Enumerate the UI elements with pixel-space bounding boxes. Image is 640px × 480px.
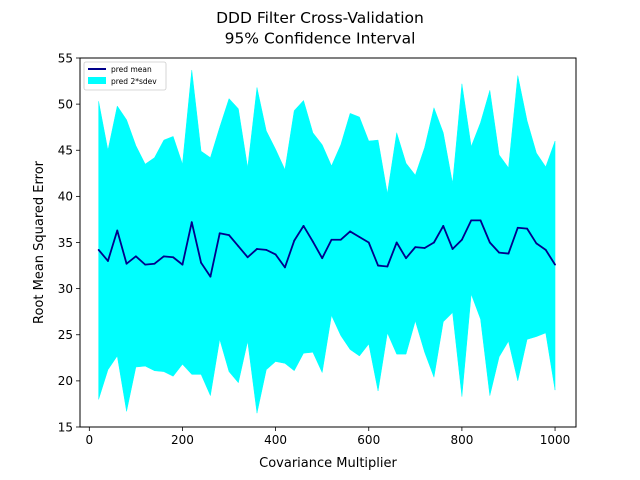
mean-point: [554, 263, 556, 266]
mean-point: [526, 227, 528, 230]
mean-point: [544, 248, 547, 251]
mean-point: [386, 265, 389, 268]
mean-point: [330, 238, 333, 241]
mean-point: [321, 257, 324, 260]
mean-point: [488, 241, 491, 244]
mean-point: [367, 241, 370, 244]
legend-band-label: pred 2*sdev: [111, 77, 157, 86]
mean-point: [451, 248, 454, 250]
mean-point: [461, 238, 463, 241]
y-tick-label: 20: [58, 374, 73, 388]
mean-point: [181, 263, 184, 266]
mean-point: [414, 246, 417, 249]
mean-point: [144, 263, 147, 266]
y-tick-label: 35: [58, 236, 73, 250]
y-tick-label: 15: [58, 420, 73, 434]
x-tick-label: 0: [85, 433, 93, 447]
mean-line: [97, 219, 556, 278]
y-tick-label: 40: [58, 190, 73, 204]
mean-point: [107, 260, 109, 262]
mean-point: [97, 248, 100, 251]
mean-point: [162, 255, 165, 258]
legend: pred mean pred 2*sdev: [83, 61, 167, 91]
mean-point: [116, 229, 119, 232]
mean-point: [423, 247, 426, 249]
mean-point: [153, 262, 156, 265]
mean-point: [339, 238, 342, 241]
mean-point: [377, 264, 379, 267]
mean-point: [200, 261, 202, 264]
plot-area: [97, 69, 556, 414]
y-axis-label: Root Mean Squared Error: [32, 160, 47, 324]
mean-point: [246, 256, 249, 259]
axes-frame: [79, 57, 577, 428]
mean-point: [470, 219, 473, 222]
chart-subtitle: 95% Confidence Interval: [225, 30, 416, 48]
mean-point: [507, 252, 510, 255]
x-axis-ticks: 0 200 400 600 800 1000: [85, 427, 570, 447]
y-tick-label: 55: [58, 51, 73, 65]
mean-point: [535, 242, 538, 245]
mean-point: [358, 236, 361, 238]
mean-point: [125, 262, 128, 265]
x-tick-label: 800: [450, 433, 473, 447]
confidence-band: [98, 69, 556, 414]
mean-point: [479, 219, 482, 222]
mean-point: [172, 256, 175, 259]
mean-point: [311, 240, 314, 243]
mean-point: [349, 230, 352, 233]
chart-title: DDD Filter Cross-Validation: [216, 9, 424, 27]
y-tick-label: 30: [58, 282, 73, 296]
mean-point: [190, 221, 193, 224]
x-tick-label: 400: [264, 433, 287, 447]
mean-point: [228, 234, 230, 237]
mean-point: [433, 241, 435, 244]
x-tick-label: 600: [357, 433, 380, 447]
mean-point: [498, 251, 501, 254]
mean-point: [274, 253, 277, 256]
y-tick-label: 25: [58, 328, 73, 342]
mean-point: [218, 232, 221, 235]
mean-point: [284, 266, 286, 269]
mean-point: [516, 226, 519, 229]
mean-point: [405, 257, 407, 260]
y-tick-label: 50: [58, 97, 73, 111]
mean-point: [442, 225, 445, 227]
mean-point: [293, 239, 296, 242]
x-axis-label: Covariance Multiplier: [259, 456, 397, 471]
y-tick-label: 45: [58, 144, 73, 158]
y-axis-ticks: 15 20 25 30 35 40 45 50 55: [58, 51, 80, 434]
mean-point: [134, 255, 137, 258]
x-tick-label: 1000: [540, 433, 571, 447]
mean-point: [302, 225, 305, 227]
legend-band-swatch: [88, 77, 106, 84]
legend-mean-label: pred mean: [111, 65, 152, 74]
mean-point: [209, 275, 212, 278]
mean-point: [256, 248, 258, 250]
mean-point: [265, 248, 268, 251]
mean-point: [395, 241, 398, 244]
mean-point: [237, 245, 240, 248]
x-tick-label: 200: [171, 433, 194, 447]
